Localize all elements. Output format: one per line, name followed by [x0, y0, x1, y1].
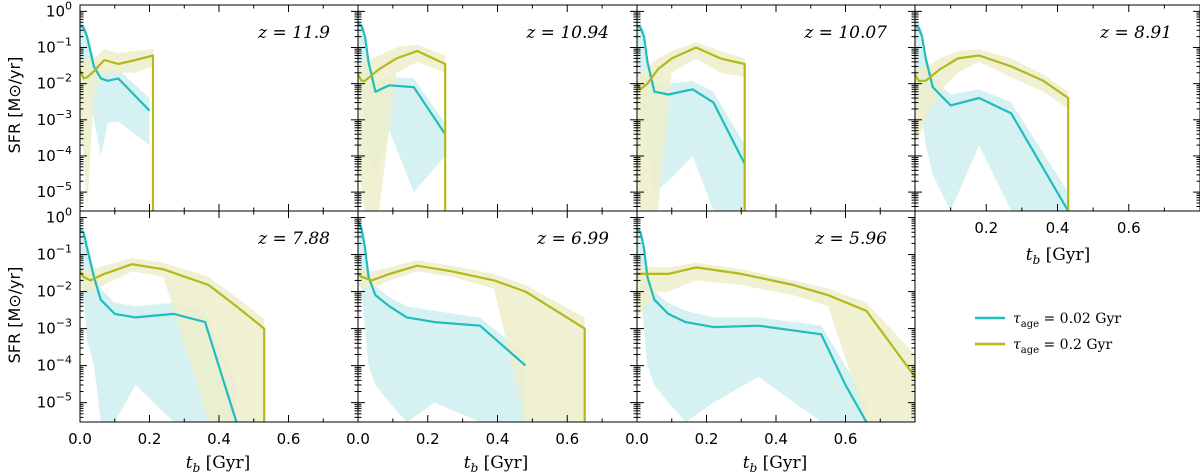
ytick-label: 10−1: [37, 36, 72, 57]
ytick-label: 10−2: [37, 280, 72, 301]
line-panel5-series1: [80, 229, 238, 422]
xtick-label: 0.2: [974, 219, 998, 237]
xtick-label: 0.0: [625, 430, 649, 448]
line-panel4-series1: [915, 24, 1070, 211]
line-panel7-series2: [637, 266, 915, 378]
xtick-label: 0.6: [1117, 219, 1141, 237]
band-panel7-series1: [637, 225, 867, 422]
line-panel6-series1: [358, 220, 527, 367]
line-panel7-series1: [637, 227, 868, 422]
ytick-label: 10−5: [37, 391, 72, 412]
band-panel2-series2: [358, 44, 446, 211]
xtick-label: 0.6: [277, 430, 301, 448]
line-panel2-series2: [358, 49, 447, 211]
band-panel4-series2: [915, 49, 1069, 139]
panel-labels: z = 11.9 z = 10.94 z = 10.07 z = 8.91 z = 7.…: [257, 23, 1172, 249]
ytick-label: 100: [46, 206, 72, 227]
line-panel1-series2: [80, 54, 155, 211]
band-panel3-series2: [637, 42, 745, 211]
line-panel3-series2: [637, 46, 746, 211]
panel-redshift-label: z = 5.96: [814, 229, 887, 249]
ytick-label: 10−3: [37, 108, 72, 129]
xtick-label: 0.2: [695, 430, 719, 448]
line-panel3-series1: [637, 24, 746, 165]
xtick-label: 0.4: [1046, 219, 1070, 237]
band-panel1-series2: [80, 49, 153, 211]
panel-redshift-label: z = 10.94: [525, 23, 609, 43]
panel-redshift-label: z = 7.88: [257, 229, 330, 249]
xtick-label: 0.6: [555, 430, 579, 448]
xlabel-2: tb [Gyr]: [464, 453, 529, 475]
xtick-label: 0.0: [346, 430, 370, 448]
line-panel2-series1: [358, 22, 447, 135]
xtick-label: 0.4: [486, 430, 510, 448]
ytick-label: 10−2: [37, 72, 72, 93]
band-panel6-series1: [358, 219, 526, 422]
band-panel3-series1: [637, 19, 745, 211]
legend-label-cyan: τage = 0.02 Gyr: [1013, 311, 1121, 330]
legend-label-olive: τage = 0.2 Gyr: [1013, 337, 1112, 356]
xlabel-3: tb [Gyr]: [743, 453, 808, 475]
line-panel6-series2: [358, 264, 586, 422]
ytick-label: 10−1: [37, 243, 72, 264]
xtick-label: 0.4: [207, 430, 231, 448]
band-panel5-series2: [80, 258, 265, 422]
band-panel1-series1: [80, 19, 150, 156]
axis-ticks: 100 10−1 10−2 10−3 10−4 10−5 0.2 0.4 0.6 100 10−1 1…: [37, 0, 1200, 448]
ytick-label: 100: [46, 0, 72, 20]
xlabel-4: tb [Gyr]: [1026, 245, 1091, 267]
xlabel-1: tb [Gyr]: [186, 453, 251, 475]
xtick-label: 0.4: [764, 430, 788, 448]
xtick-label: 0.6: [834, 430, 858, 448]
line-panel4-series2: [915, 54, 1070, 211]
ytick-label: 10−3: [37, 317, 72, 338]
xtick-label: 0.2: [138, 430, 162, 448]
line-panel5-series2: [80, 263, 266, 422]
band-panel6-series2: [358, 260, 585, 422]
panel-redshift-label: z = 6.99: [536, 229, 609, 249]
ylabel-bottom: SFR [M⊙/yr]: [5, 267, 24, 364]
panel-redshift-label: z = 8.91: [1099, 23, 1172, 43]
line-panel1-series1: [80, 24, 151, 112]
panel-redshift-label: z = 10.07: [803, 23, 887, 43]
ytick-label: 10−5: [37, 180, 72, 201]
legend: τage = 0.02 Gyr τage = 0.2 Gyr: [975, 311, 1121, 356]
ylabel-top: SFR [M⊙/yr]: [5, 57, 24, 154]
xtick-label: 0.2: [416, 430, 440, 448]
ytick-label: 10−4: [37, 144, 72, 165]
series-lines: [80, 22, 1070, 422]
panel-redshift-label: z = 11.9: [257, 23, 330, 43]
band-panel4-series1: [915, 19, 1069, 211]
xtick-label: 0.0: [68, 430, 92, 448]
ytick-label: 10−4: [37, 354, 72, 375]
